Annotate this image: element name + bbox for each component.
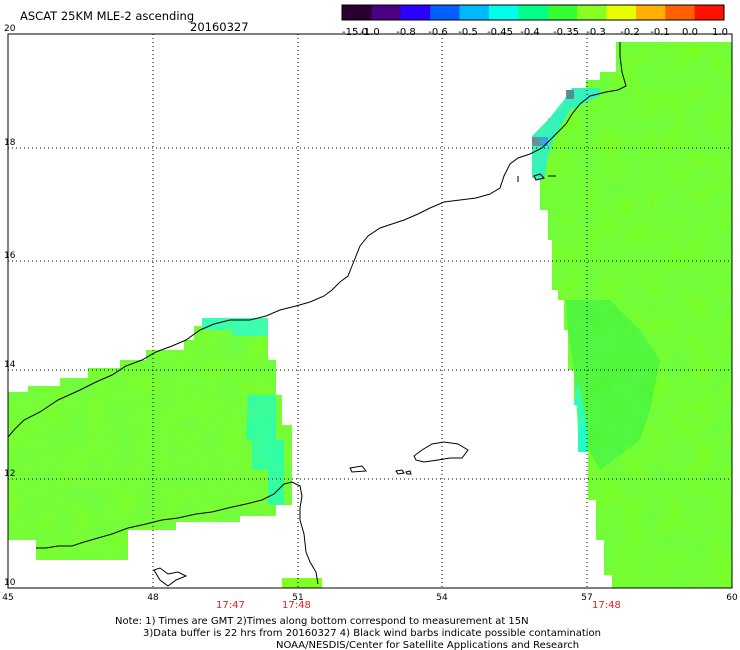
- colorbar-segment: [488, 5, 519, 20]
- colorbar-segment: [694, 5, 725, 20]
- time-label-3: 17:48: [592, 600, 621, 611]
- purple-pixel-top: [566, 90, 574, 99]
- coastline-islet-2: [395, 469, 405, 475]
- time-label-1: 17:47: [216, 600, 245, 611]
- lat-label: 12: [4, 469, 15, 479]
- left-swath-fill: [8, 318, 292, 560]
- colorbar-label: -0.1: [650, 27, 670, 38]
- right-swath-cyan-top: [532, 88, 600, 180]
- right-swath-green-band: [566, 300, 660, 470]
- coastline-somalia: [36, 481, 319, 585]
- lon-label: 45: [2, 593, 13, 603]
- lat-labels: 20 18 16 14 12 10: [4, 24, 16, 588]
- colorbar-label: -0.5: [458, 27, 478, 38]
- graticule: [8, 34, 732, 588]
- coastline-bottom-land: [153, 567, 188, 587]
- colorbar-label: -0.35: [553, 27, 579, 38]
- lon-label: 60: [726, 593, 738, 603]
- colorbar-label: 1.0: [712, 27, 728, 38]
- colorbar-label: -0.8: [396, 27, 416, 38]
- coastline-islet-3: [405, 470, 412, 475]
- footer-note-line2: 3)Data buffer is 22 hrs from 20160327 4)…: [143, 628, 601, 639]
- colorbar-label: -0.4: [520, 27, 540, 38]
- colorbar-segment: [606, 5, 637, 20]
- colorbar-label: 0.0: [682, 27, 698, 38]
- left-swath-cyan-patch: [246, 395, 284, 505]
- lat-label: 16: [4, 251, 16, 261]
- colorbar-segment: [577, 5, 607, 20]
- footer-note-line1: Note: 1) Times are GMT 2)Times along bot…: [115, 616, 529, 627]
- right-swath-cyan-edge: [574, 380, 588, 452]
- bottom-swath-strip: [282, 578, 322, 588]
- lat-label: 10: [4, 578, 16, 588]
- lat-label: 14: [4, 360, 16, 370]
- lon-label: 51: [292, 593, 303, 603]
- right-swath: [532, 42, 732, 588]
- colorbar-label: -15.0: [342, 27, 368, 38]
- lon-label: 48: [147, 593, 159, 603]
- colorbar-segment: [635, 5, 666, 20]
- coastline-islet-1: [349, 465, 367, 473]
- colorbar-label: -0.45: [487, 27, 513, 38]
- lon-labels: 45 48 51 54 57 60: [2, 593, 738, 603]
- colorbar-label: -1.0: [360, 27, 380, 38]
- coastline-arabia: [7, 42, 627, 438]
- coastline-kuria-muria: [517, 173, 556, 182]
- blue-pixel-mid: [540, 137, 548, 146]
- right-swath-fill: [532, 42, 732, 588]
- coastline-socotra: [413, 441, 469, 463]
- coastlines: [7, 42, 627, 587]
- colorbar-frame: [341, 4, 725, 21]
- colorbar-segment: [400, 5, 431, 20]
- figure-title: ASCAT 25KM MLE-2 ascending: [20, 9, 194, 23]
- lon-label: 54: [436, 593, 448, 603]
- colorbar-segment: [371, 5, 402, 20]
- colorbar-segment: [459, 5, 490, 20]
- map-panel: [7, 33, 733, 589]
- map-frame: [7, 33, 733, 589]
- colorbar-segment: [665, 5, 696, 20]
- left-swath: [8, 318, 292, 560]
- colorbar-label: -0.6: [428, 27, 448, 38]
- footer-credit: NOAA/NESDIS/Center for Satellite Applica…: [276, 640, 579, 650]
- colorbar-segment: [342, 5, 372, 20]
- lon-label: 57: [581, 593, 592, 603]
- colorbar-label: -0.3: [586, 27, 606, 38]
- colorbar-segment: [430, 5, 461, 20]
- figure-date: 20160327: [190, 20, 249, 34]
- colorbar-segment: [547, 5, 578, 20]
- lat-label: 20: [4, 24, 16, 34]
- lat-label: 18: [4, 138, 16, 148]
- colorbar-label: -0.2: [620, 27, 640, 38]
- purple-pixel-mid: [532, 137, 540, 146]
- colorbar-segment: [518, 5, 549, 20]
- colorbar: -15.0-1.0 -0.8 -0.6 -0.5 -0.45 -0.4 -0.35 -0.3 -…: [341, 4, 728, 38]
- time-label-2: 17:48: [282, 600, 311, 611]
